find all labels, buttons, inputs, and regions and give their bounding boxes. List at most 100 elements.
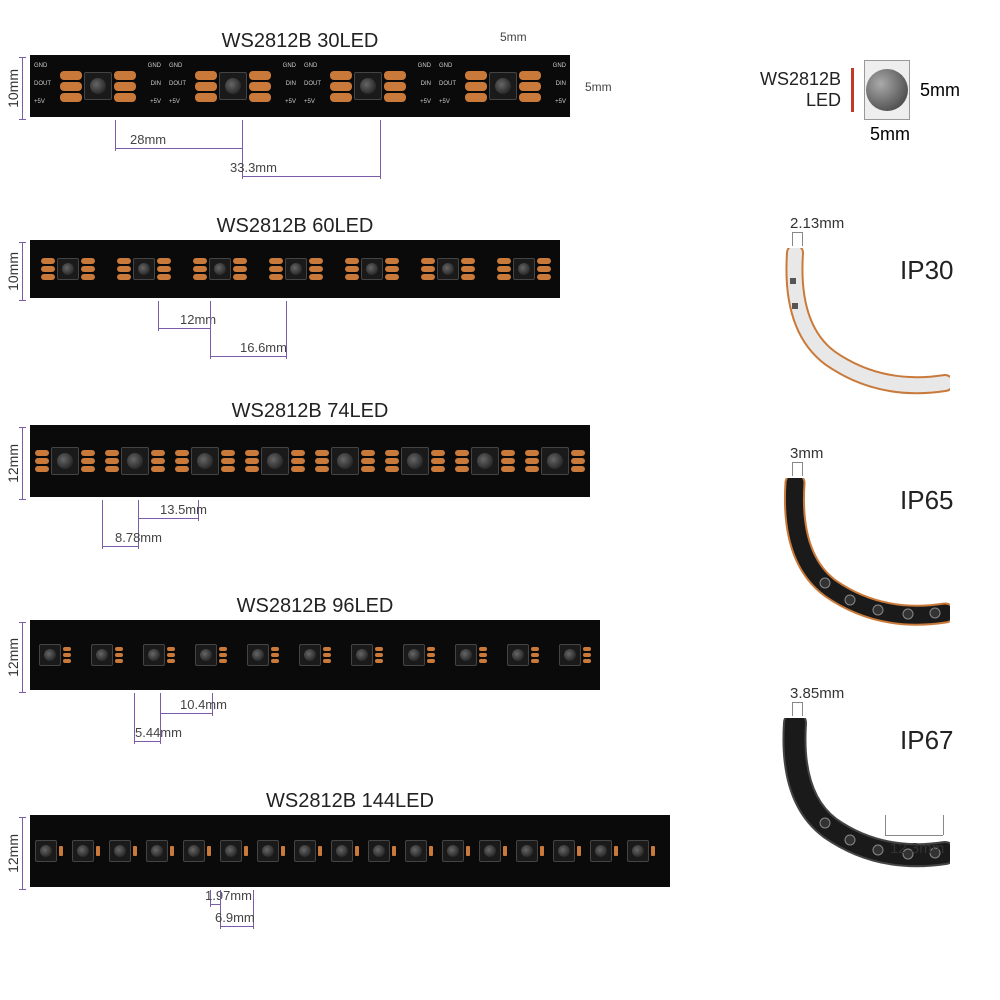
led-chip	[507, 644, 529, 666]
led-unit	[446, 620, 498, 690]
led-chip	[442, 840, 464, 862]
strip-section-3: WS2812B 96LED12mm10.4mm5.44mm	[10, 595, 600, 690]
led-unit	[498, 620, 550, 690]
pin-label: +5V	[285, 99, 296, 105]
led-height-dim: 5mm	[920, 80, 960, 101]
led-unit	[186, 620, 238, 690]
led-chip	[471, 447, 499, 475]
led-chip	[590, 840, 612, 862]
led-chip	[437, 258, 459, 280]
led-unit	[67, 815, 104, 887]
pin-label: GND	[34, 63, 47, 69]
led-unit	[258, 240, 334, 298]
dim-label: 33.3mm	[230, 160, 277, 175]
led-unit	[30, 815, 67, 887]
led-unit	[106, 240, 182, 298]
led-unit	[400, 815, 437, 887]
led-chip	[84, 72, 112, 100]
led-strip	[30, 240, 560, 298]
led-strip	[30, 425, 590, 497]
led-unit: GNDDOUT+5VGNDDIN+5V	[165, 55, 300, 117]
led-chip	[39, 644, 61, 666]
led-chip	[559, 644, 581, 666]
ip-rating-label: IP30	[900, 255, 954, 286]
led-chip	[146, 840, 168, 862]
led-chip	[553, 840, 575, 862]
dim-label: 6.9mm	[215, 910, 255, 925]
pin-label: DOUT	[169, 81, 186, 87]
led-chip	[299, 644, 321, 666]
led-unit	[30, 620, 82, 690]
led-unit	[380, 425, 450, 497]
pin-label: +5V	[420, 99, 431, 105]
pin-label: GND	[148, 63, 161, 69]
led-unit	[30, 240, 106, 298]
led-chip-large	[864, 60, 910, 120]
strip-title: WS2812B 144LED	[30, 790, 670, 813]
led-chip	[195, 644, 217, 666]
strip-section-1: WS2812B 60LED10mm12mm16.6mm	[10, 215, 560, 298]
led-chip	[351, 644, 373, 666]
led-chip	[403, 644, 425, 666]
height-dim-label: 10mm	[5, 69, 21, 108]
led-unit	[82, 620, 134, 690]
led-unit	[550, 620, 600, 690]
pin-label: DIN	[556, 81, 566, 87]
dim-label: 1.97mm	[205, 888, 252, 903]
led-chip	[401, 447, 429, 475]
led-unit	[215, 815, 252, 887]
led-standalone: WS2812B LED 5mm 5mm	[760, 60, 960, 145]
led-chip	[294, 840, 316, 862]
led-unit	[326, 815, 363, 887]
pin-label: GND	[418, 63, 431, 69]
led-label-1: WS2812B	[760, 69, 841, 90]
strip-title: WS2812B 74LED	[30, 400, 590, 423]
led-chip	[627, 840, 649, 862]
strip-section-2: WS2812B 74LED12mm13.5mm8.78mm	[10, 400, 590, 497]
dim-label: 5mm	[500, 30, 527, 44]
led-unit	[474, 815, 511, 887]
led-unit	[520, 425, 590, 497]
led-unit	[334, 240, 410, 298]
led-unit	[548, 815, 585, 887]
led-unit	[289, 815, 326, 887]
dim-label: 8.78mm	[115, 530, 162, 545]
pin-label: DIN	[421, 81, 431, 87]
led-unit: GNDDOUT+5VGNDDIN+5V	[30, 55, 165, 117]
led-chip	[91, 644, 113, 666]
led-chip	[121, 447, 149, 475]
height-dim-label: 10mm	[5, 252, 21, 291]
pin-label: +5V	[169, 99, 180, 105]
ip-rating-label: IP65	[900, 485, 954, 516]
led-chip	[516, 840, 538, 862]
led-unit	[437, 815, 474, 887]
pin-label: +5V	[34, 99, 45, 105]
led-chip	[247, 644, 269, 666]
led-chip	[220, 840, 242, 862]
led-width-dim: 5mm	[820, 124, 960, 145]
led-chip	[489, 72, 517, 100]
led-unit	[252, 815, 289, 887]
led-chip	[479, 840, 501, 862]
pin-label: +5V	[555, 99, 566, 105]
pin-label: DOUT	[304, 81, 321, 87]
led-unit	[410, 240, 486, 298]
led-chip	[72, 840, 94, 862]
strip-title: WS2812B 60LED	[30, 215, 560, 238]
led-unit	[394, 620, 446, 690]
led-chip	[285, 258, 307, 280]
led-chip	[143, 644, 165, 666]
led-chip	[541, 447, 569, 475]
strip-title: WS2812B 30LED	[30, 30, 570, 53]
ip-thickness-dim: 3.85mm	[790, 685, 990, 702]
strip-section-0: WS2812B 30LED10mmGNDDOUT+5VGNDDIN+5VGNDD…	[10, 30, 570, 117]
led-unit	[585, 815, 622, 887]
ip-rating-label: IP67	[900, 725, 954, 756]
led-chip	[513, 258, 535, 280]
led-unit	[450, 425, 520, 497]
led-unit	[182, 240, 258, 298]
led-unit	[170, 425, 240, 497]
led-unit	[310, 425, 380, 497]
height-dim-label: 12mm	[5, 638, 21, 677]
pin-label: +5V	[439, 99, 450, 105]
